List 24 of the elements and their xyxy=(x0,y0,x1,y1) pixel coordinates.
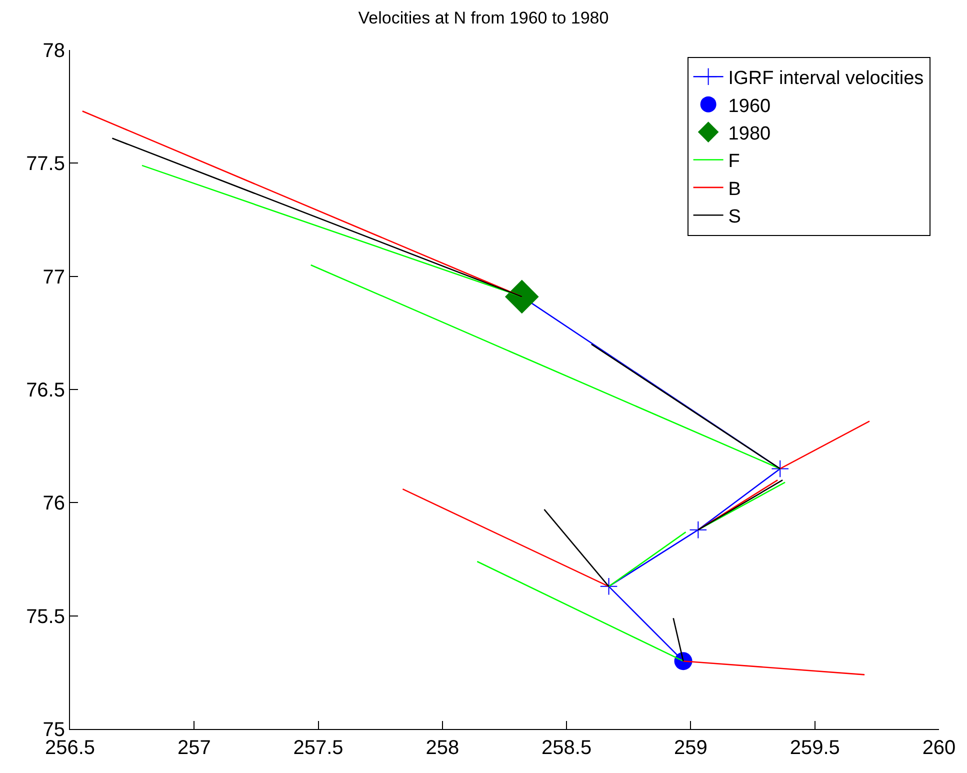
point xyxy=(600,578,618,596)
y-tick-label: 76.5 xyxy=(26,380,65,402)
point xyxy=(689,520,708,539)
x-tick-label: 260 xyxy=(922,737,956,759)
legend-label: 1960 xyxy=(728,96,771,117)
x-tick-label: 257 xyxy=(177,737,211,759)
legend-label: F xyxy=(728,151,740,172)
x-tick-label: 257.5 xyxy=(293,737,344,759)
y-tick-label: 75.5 xyxy=(26,606,65,628)
y-tick-label: 77.5 xyxy=(26,153,65,176)
y-tick-label: 76 xyxy=(42,492,65,515)
legend-label: IGRF interval velocities xyxy=(728,68,924,90)
legend-label: 1980 xyxy=(728,123,771,144)
y-tick-label: 78 xyxy=(42,40,65,62)
chart-title: Velocities at N from 1960 to 1980 xyxy=(358,8,609,28)
legend-label: S xyxy=(728,206,741,228)
point xyxy=(504,280,539,314)
x-tick-label: 258.5 xyxy=(542,737,592,759)
y-tick-label: 77 xyxy=(42,266,65,288)
x-tick-label: 259.5 xyxy=(790,737,840,759)
x-tick-label: 259 xyxy=(674,737,708,759)
point xyxy=(771,460,789,478)
legend-label: B xyxy=(728,178,741,200)
x-tick-label: 258 xyxy=(426,737,460,759)
